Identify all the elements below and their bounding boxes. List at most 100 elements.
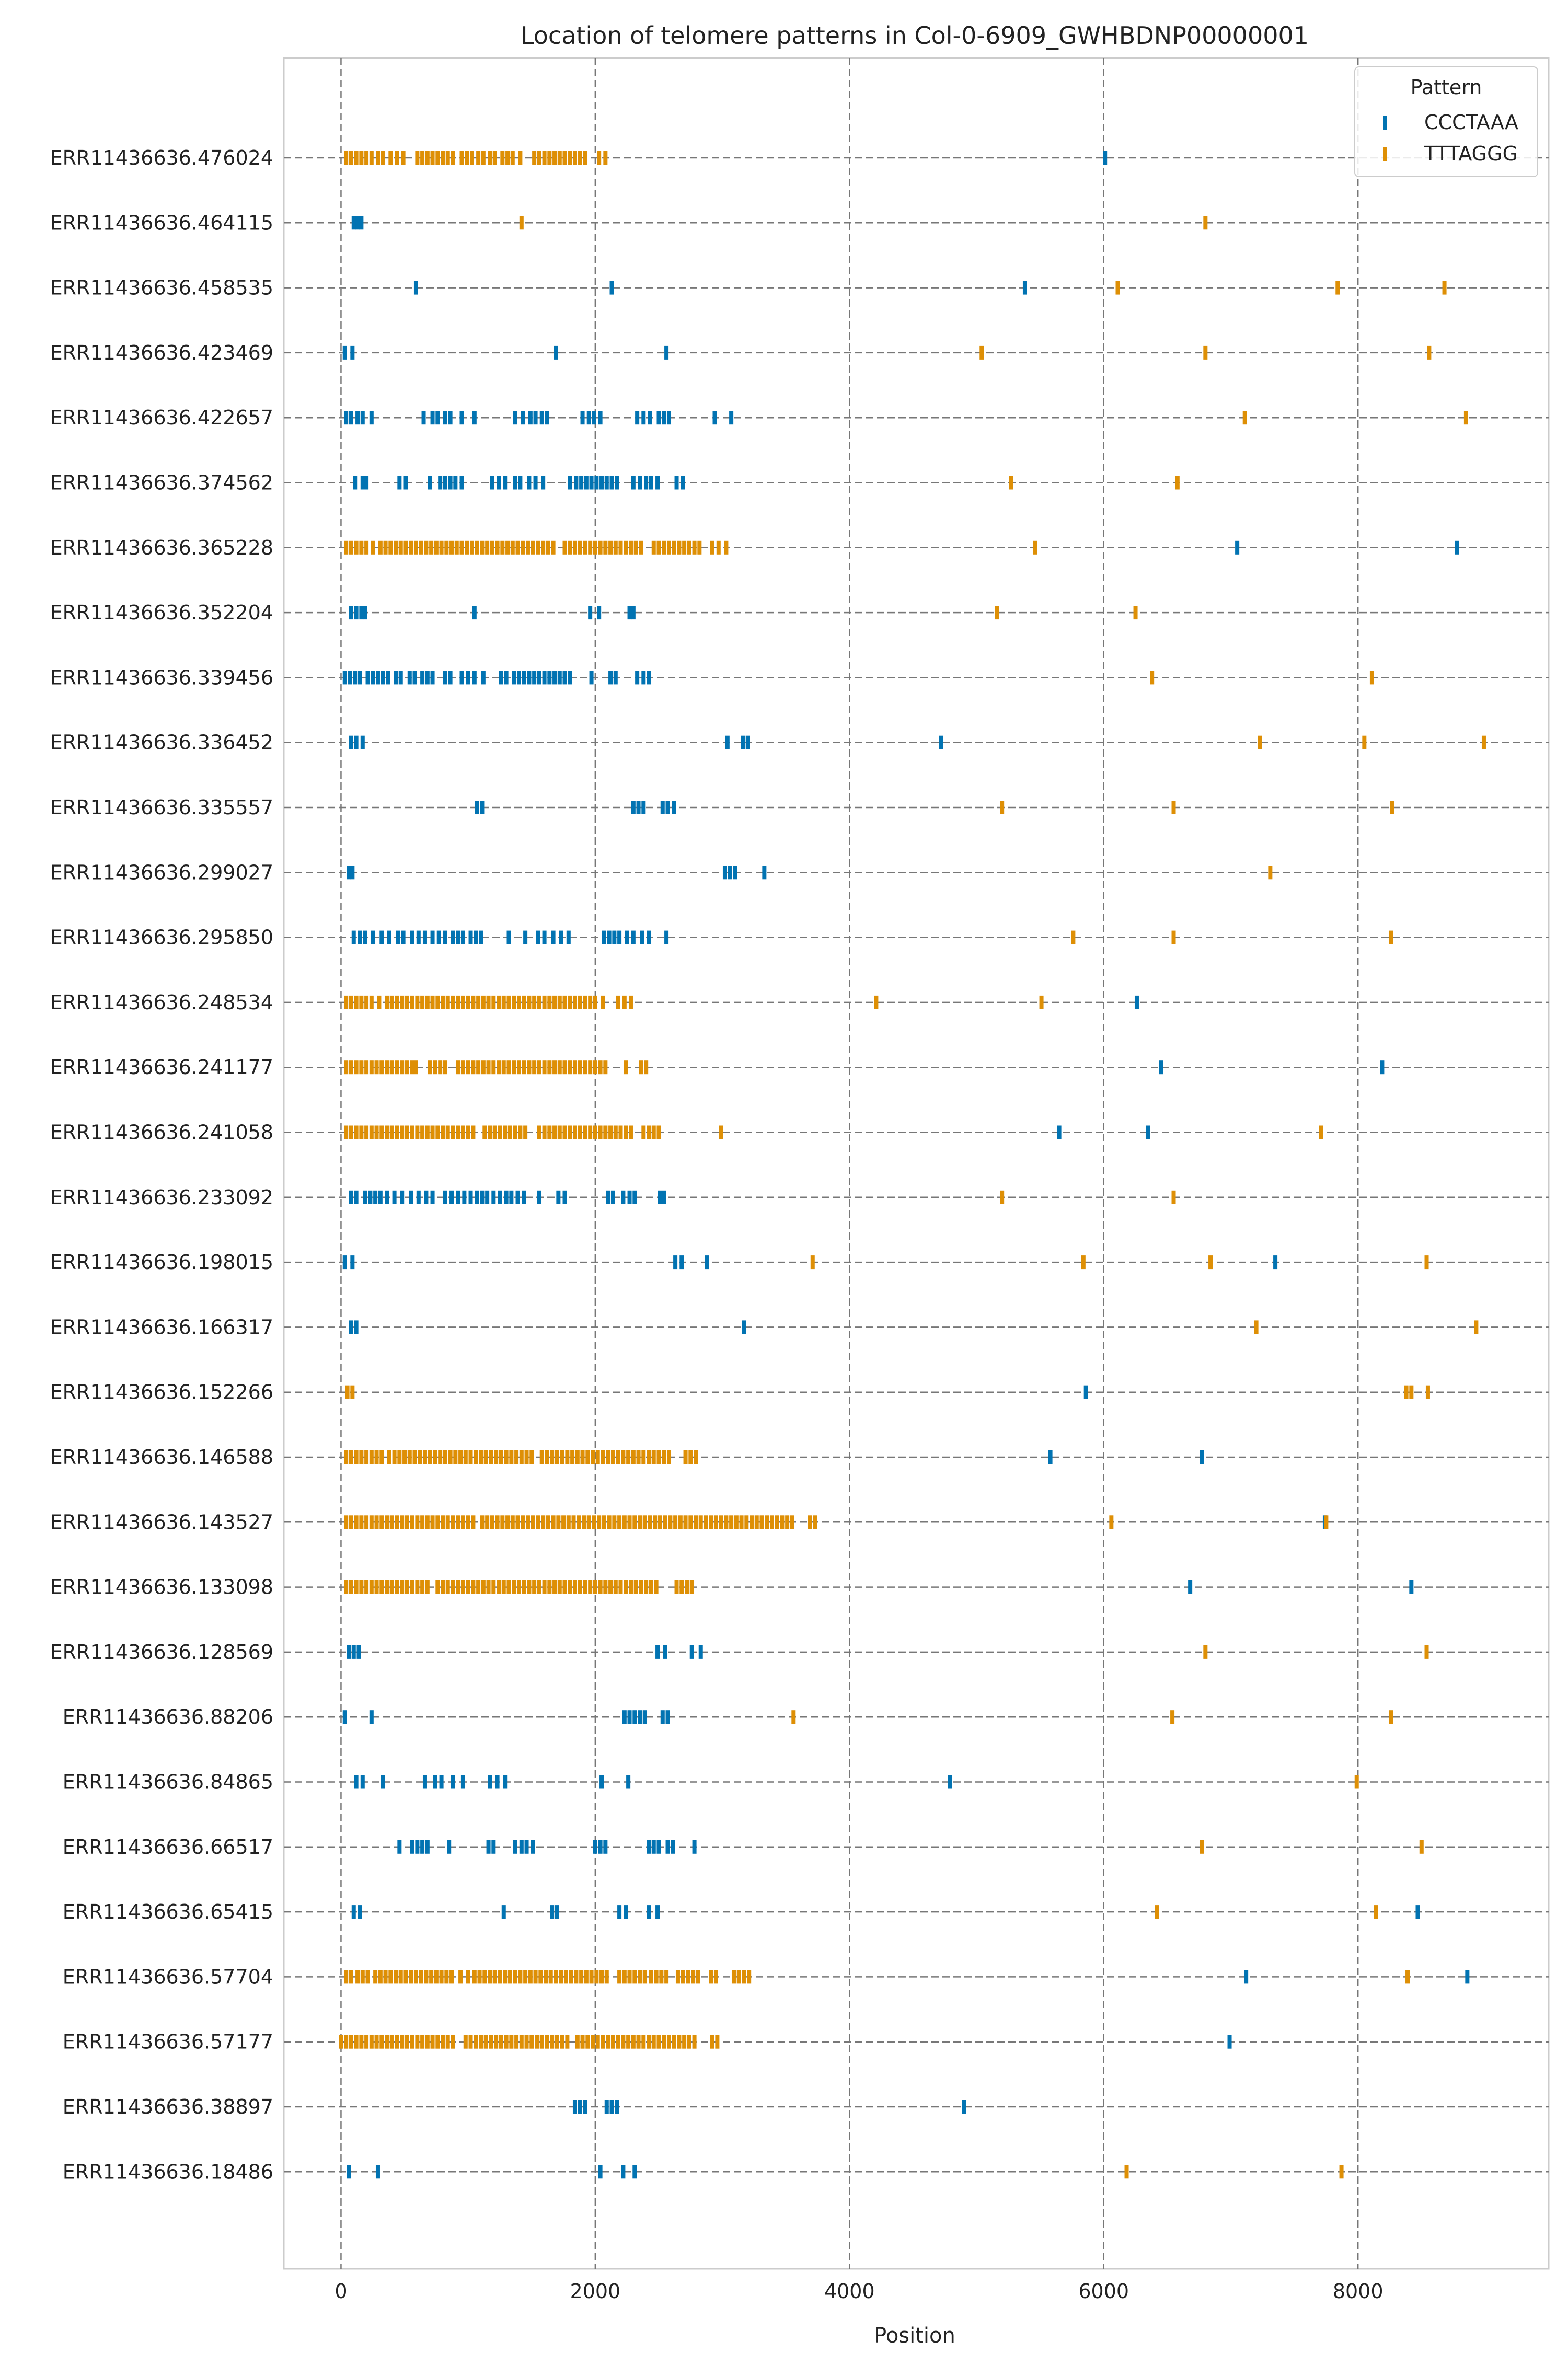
mark-tttaggg-err11436636-57704 bbox=[681, 1970, 685, 1984]
mark-tttaggg-err11436636-241058 bbox=[415, 1125, 420, 1139]
mark-tttaggg-err11436636-476024 bbox=[459, 151, 464, 165]
mark-ccctaaa-err11436636-422657 bbox=[580, 411, 585, 425]
mark-tttaggg-err11436636-57704 bbox=[649, 1970, 653, 1984]
mark-ccctaaa-err11436636-233092 bbox=[462, 1190, 467, 1204]
y-tick-label: ERR11436636.423469 bbox=[50, 341, 273, 364]
mark-tttaggg-err11436636-365228 bbox=[687, 540, 691, 555]
mark-tttaggg-err11436636-143527 bbox=[546, 1515, 550, 1529]
mark-ccctaaa-err11436636-422657 bbox=[472, 411, 477, 425]
mark-ccctaaa-err11436636-335557 bbox=[665, 801, 670, 814]
mark-ccctaaa-err11436636-128569 bbox=[698, 1645, 703, 1659]
mark-ccctaaa-err11436636-374562 bbox=[615, 476, 619, 490]
mark-ccctaaa-err11436636-374562 bbox=[353, 476, 358, 490]
mark-tttaggg-err11436636-146588 bbox=[529, 1450, 534, 1464]
mark-tttaggg-err11436636-248534 bbox=[445, 995, 450, 1009]
pattern-marks bbox=[339, 151, 1486, 2179]
mark-tttaggg-err11436636-57177 bbox=[405, 2035, 409, 2049]
mark-tttaggg-err11436636-476024 bbox=[420, 151, 425, 165]
legend-title: Pattern bbox=[1411, 76, 1482, 99]
mark-tttaggg-err11436636-241177 bbox=[562, 1060, 567, 1075]
mark-ccctaaa-err11436636-374562 bbox=[397, 476, 402, 490]
mark-tttaggg-err11436636-241058 bbox=[547, 1125, 552, 1139]
legend-box bbox=[1354, 66, 1538, 177]
mark-tttaggg-err11436636-88206 bbox=[1389, 1710, 1393, 1724]
mark-tttaggg-err11436636-365228 bbox=[639, 540, 643, 555]
mark-tttaggg-err11436636-57704 bbox=[472, 1970, 477, 1984]
mark-tttaggg-err11436636-241177 bbox=[552, 1060, 557, 1075]
mark-tttaggg-err11436636-133098 bbox=[441, 1580, 445, 1594]
mark-tttaggg-err11436636-248534 bbox=[344, 995, 349, 1009]
mark-ccctaaa-err11436636-422657 bbox=[539, 411, 544, 425]
mark-ccctaaa-err11436636-241177 bbox=[1159, 1060, 1163, 1075]
mark-tttaggg-err11436636-57177 bbox=[616, 2035, 620, 2049]
mark-tttaggg-err11436636-248534 bbox=[410, 995, 414, 1009]
legend-label-ccctaaa: CCCTAAA bbox=[1424, 111, 1518, 134]
mark-tttaggg-err11436636-248534 bbox=[542, 995, 547, 1009]
mark-tttaggg-err11436636-143527 bbox=[765, 1515, 769, 1529]
mark-tttaggg-err11436636-57177 bbox=[494, 2035, 499, 2049]
mark-tttaggg-err11436636-133098 bbox=[476, 1580, 481, 1594]
mark-tttaggg-err11436636-57704 bbox=[659, 1970, 664, 1984]
mark-tttaggg-err11436636-241058 bbox=[618, 1125, 623, 1139]
mark-ccctaaa-err11436636-422657 bbox=[729, 411, 734, 425]
mark-tttaggg-err11436636-248534 bbox=[481, 995, 486, 1009]
mark-tttaggg-err11436636-146588 bbox=[651, 1450, 656, 1464]
mark-tttaggg-err11436636-143527 bbox=[405, 1515, 409, 1529]
mark-tttaggg-err11436636-365228 bbox=[525, 540, 530, 555]
mark-tttaggg-err11436636-476024 bbox=[364, 151, 369, 165]
grid-layer bbox=[284, 58, 1549, 2269]
x-tick-labels: 0 2000 4000 6000 8000 bbox=[335, 2280, 1383, 2303]
mark-ccctaaa-err11436636-66517 bbox=[593, 1840, 597, 1854]
y-tick-label: ERR11436636.374562 bbox=[50, 471, 273, 494]
mark-tttaggg-err11436636-146588 bbox=[443, 1450, 447, 1464]
mark-tttaggg-err11436636-146588 bbox=[474, 1450, 478, 1464]
mark-ccctaaa-err11436636-38897 bbox=[609, 2100, 614, 2114]
mark-tttaggg-err11436636-146588 bbox=[344, 1450, 349, 1464]
mark-ccctaaa-err11436636-233092 bbox=[385, 1190, 389, 1204]
mark-tttaggg-err11436636-143527 bbox=[415, 1515, 420, 1529]
mark-ccctaaa-err11436636-339456 bbox=[459, 671, 464, 685]
mark-tttaggg-err11436636-476024 bbox=[344, 151, 349, 165]
mark-tttaggg-err11436636-57704 bbox=[638, 1970, 642, 1984]
mark-tttaggg-err11436636-57177 bbox=[591, 2035, 595, 2049]
mark-ccctaaa-err11436636-66517 bbox=[598, 1840, 603, 1854]
mark-tttaggg-err11436636-248534 bbox=[385, 995, 389, 1009]
mark-tttaggg-err11436636-143527 bbox=[678, 1515, 683, 1529]
mark-tttaggg-err11436636-57177 bbox=[715, 2035, 720, 2049]
mark-tttaggg-err11436636-365228 bbox=[444, 540, 449, 555]
mark-tttaggg-err11436636-365228 bbox=[354, 540, 359, 555]
y-tick-label: ERR11436636.476024 bbox=[50, 146, 273, 169]
mark-tttaggg-err11436636-57177 bbox=[483, 2035, 488, 2049]
mark-ccctaaa-err11436636-233092 bbox=[475, 1190, 479, 1204]
mark-ccctaaa-err11436636-84865 bbox=[495, 1775, 500, 1789]
mark-ccctaaa-err11436636-422657 bbox=[435, 411, 440, 425]
mark-tttaggg-err11436636-57704 bbox=[518, 1970, 523, 1984]
mark-tttaggg-err11436636-57177 bbox=[656, 2035, 661, 2049]
mark-ccctaaa-err11436636-352204 bbox=[363, 606, 367, 620]
mark-tttaggg-err11436636-88206 bbox=[791, 1710, 796, 1724]
mark-ccctaaa-err11436636-66517 bbox=[513, 1840, 517, 1854]
mark-ccctaaa-err11436636-88206 bbox=[342, 1710, 347, 1724]
mark-tttaggg-err11436636-241058 bbox=[354, 1125, 359, 1139]
mark-tttaggg-err11436636-143527 bbox=[451, 1515, 455, 1529]
mark-tttaggg-err11436636-476024 bbox=[572, 151, 577, 165]
mark-ccctaaa-err11436636-339456 bbox=[537, 671, 541, 685]
mark-tttaggg-err11436636-476024 bbox=[500, 151, 505, 165]
mark-tttaggg-err11436636-143527 bbox=[769, 1515, 774, 1529]
mark-tttaggg-err11436636-57704 bbox=[686, 1970, 690, 1984]
mark-tttaggg-err11436636-365228 bbox=[651, 540, 656, 555]
mark-ccctaaa-err11436636-339456 bbox=[589, 671, 594, 685]
mark-ccctaaa-err11436636-365228 bbox=[1235, 540, 1240, 555]
mark-ccctaaa-err11436636-198015 bbox=[1273, 1255, 1278, 1270]
mark-tttaggg-err11436636-339456 bbox=[1369, 671, 1374, 685]
mark-ccctaaa-err11436636-128569 bbox=[689, 1645, 694, 1659]
mark-ccctaaa-err11436636-374562 bbox=[579, 476, 584, 490]
mark-ccctaaa-err11436636-295850 bbox=[559, 930, 563, 944]
mark-tttaggg-err11436636-248534 bbox=[593, 995, 597, 1009]
mark-tttaggg-err11436636-146588 bbox=[631, 1450, 636, 1464]
mark-ccctaaa-err11436636-198015 bbox=[342, 1255, 347, 1270]
mark-ccctaaa-err11436636-339456 bbox=[532, 671, 537, 685]
mark-ccctaaa-err11436636-295850 bbox=[422, 930, 427, 944]
mark-tttaggg-err11436636-146588 bbox=[550, 1450, 555, 1464]
mark-tttaggg-err11436636-57177 bbox=[369, 2035, 374, 2049]
